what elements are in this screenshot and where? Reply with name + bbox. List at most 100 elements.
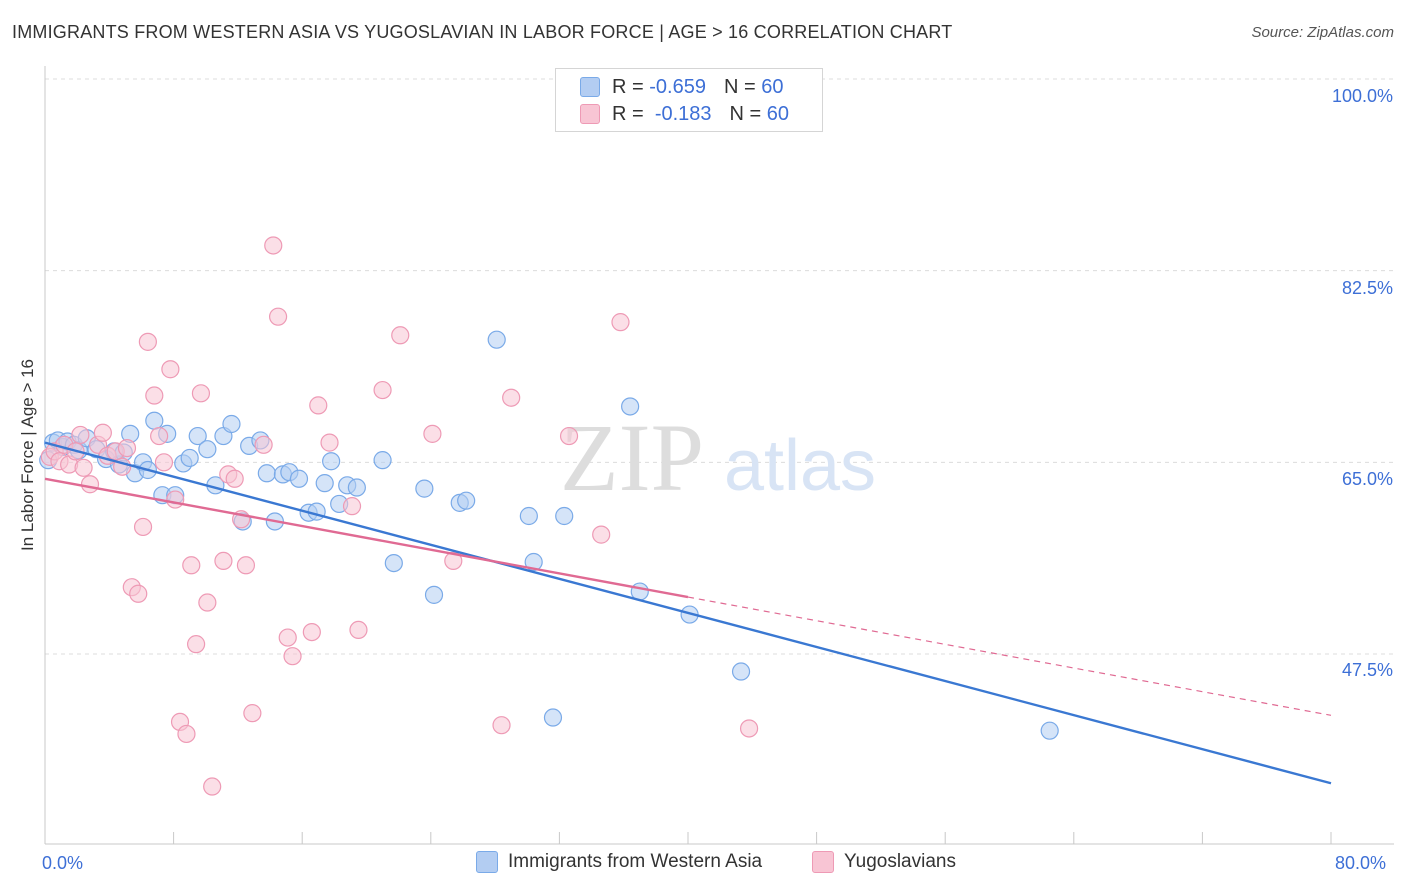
data-point bbox=[302, 622, 321, 642]
data-point bbox=[487, 330, 506, 349]
data-point bbox=[384, 553, 403, 573]
trend-line bbox=[44, 441, 1332, 785]
source-label: Source: ZipAtlas.com bbox=[1251, 24, 1394, 41]
data-point bbox=[347, 478, 366, 497]
legend-item-western-asia[interactable]: Immigrants from Western Asia bbox=[476, 851, 762, 873]
data-point bbox=[93, 423, 112, 442]
r-value: -0.183 bbox=[654, 102, 712, 125]
data-point bbox=[524, 552, 543, 572]
data-point bbox=[74, 458, 93, 477]
western-asia-swatch bbox=[476, 851, 498, 873]
yugoslavians-swatch bbox=[812, 851, 834, 873]
data-point bbox=[222, 414, 241, 434]
n-value: 60 bbox=[761, 75, 784, 98]
data-point bbox=[214, 551, 233, 571]
data-point bbox=[80, 475, 100, 494]
data-point bbox=[289, 469, 309, 488]
data-point bbox=[225, 469, 244, 488]
data-point bbox=[502, 388, 521, 407]
data-point bbox=[182, 556, 201, 575]
watermark-zip: ZIP bbox=[560, 404, 704, 511]
data-point bbox=[373, 451, 392, 470]
data-point bbox=[555, 506, 574, 526]
data-point bbox=[423, 424, 442, 443]
data-point bbox=[309, 396, 328, 415]
y-tick-label: 100.0% bbox=[1331, 86, 1393, 106]
stats-row-yugoslavians: R = -0.183 N = 60 bbox=[580, 102, 789, 126]
data-point bbox=[188, 426, 207, 446]
data-point bbox=[320, 433, 339, 452]
data-point bbox=[342, 497, 362, 516]
r-label: R = bbox=[612, 75, 644, 98]
stats-row-western-asia: R = -0.659 N = 60 bbox=[580, 75, 783, 99]
data-point bbox=[739, 719, 759, 738]
axes bbox=[44, 66, 1394, 845]
trend-line bbox=[44, 477, 689, 599]
data-point bbox=[133, 517, 153, 537]
western-asia-swatch bbox=[580, 77, 600, 97]
data-point bbox=[424, 585, 444, 604]
data-point bbox=[191, 384, 211, 403]
data-point bbox=[236, 556, 256, 575]
data-point bbox=[154, 453, 174, 472]
legend-item-yugoslavians[interactable]: Yugoslavians bbox=[812, 851, 956, 873]
data-point bbox=[611, 313, 630, 332]
data-point bbox=[161, 360, 180, 379]
data-point bbox=[257, 464, 276, 483]
n-value: 60 bbox=[766, 102, 790, 125]
yugoslavians-swatch bbox=[580, 104, 600, 124]
data-point bbox=[349, 620, 368, 640]
r-label: R = bbox=[612, 102, 644, 125]
data-point bbox=[543, 708, 563, 727]
data-point bbox=[254, 435, 273, 454]
trend-lines bbox=[44, 441, 1332, 785]
data-point bbox=[187, 635, 206, 654]
n-label: N = bbox=[729, 102, 762, 125]
data-point bbox=[457, 491, 476, 510]
data-point bbox=[322, 452, 341, 471]
legend-label: Immigrants from Western Asia bbox=[508, 851, 763, 872]
x-tick-label: 0.0% bbox=[42, 853, 84, 873]
data-point bbox=[138, 332, 157, 351]
data-point bbox=[243, 704, 262, 723]
data-point bbox=[145, 386, 164, 405]
data-point bbox=[492, 716, 511, 735]
y-tick-label: 47.5% bbox=[1341, 660, 1393, 680]
series-yugoslavians-points bbox=[40, 236, 759, 796]
data-point bbox=[268, 307, 288, 326]
data-point bbox=[117, 438, 137, 458]
watermark: ZIP atlas bbox=[560, 404, 876, 511]
data-point bbox=[621, 397, 640, 416]
data-point bbox=[415, 479, 434, 498]
n-label: N = bbox=[723, 75, 756, 98]
data-point bbox=[391, 326, 410, 345]
x-tick-label: 80.0% bbox=[1335, 853, 1387, 873]
data-point bbox=[444, 551, 463, 571]
data-point bbox=[264, 236, 283, 255]
data-point bbox=[519, 506, 538, 526]
data-point bbox=[177, 724, 196, 744]
series-legend: Immigrants from Western Asia Yugoslavian… bbox=[0, 851, 1406, 879]
r-value: -0.659 bbox=[649, 75, 706, 98]
data-point bbox=[150, 426, 169, 446]
y-tick-label: 65.0% bbox=[1341, 469, 1393, 489]
data-point bbox=[198, 440, 217, 459]
watermark-atlas: atlas bbox=[724, 426, 876, 506]
chart-title: IMMIGRANTS FROM WESTERN ASIA VS YUGOSLAV… bbox=[12, 22, 953, 42]
data-point bbox=[278, 628, 297, 647]
data-point bbox=[145, 411, 164, 430]
data-point bbox=[373, 380, 392, 400]
trend-line bbox=[687, 596, 1332, 716]
data-point bbox=[198, 593, 217, 612]
data-point bbox=[129, 584, 148, 603]
y-axis-label: In Labor Force | Age > 16 bbox=[18, 358, 37, 552]
data-point bbox=[592, 525, 611, 544]
data-point bbox=[315, 474, 334, 493]
data-point bbox=[307, 502, 326, 521]
data-point bbox=[731, 662, 751, 681]
data-point bbox=[559, 426, 579, 446]
data-point bbox=[166, 490, 185, 509]
y-tick-label: 82.5% bbox=[1341, 278, 1393, 298]
data-point bbox=[180, 448, 199, 468]
